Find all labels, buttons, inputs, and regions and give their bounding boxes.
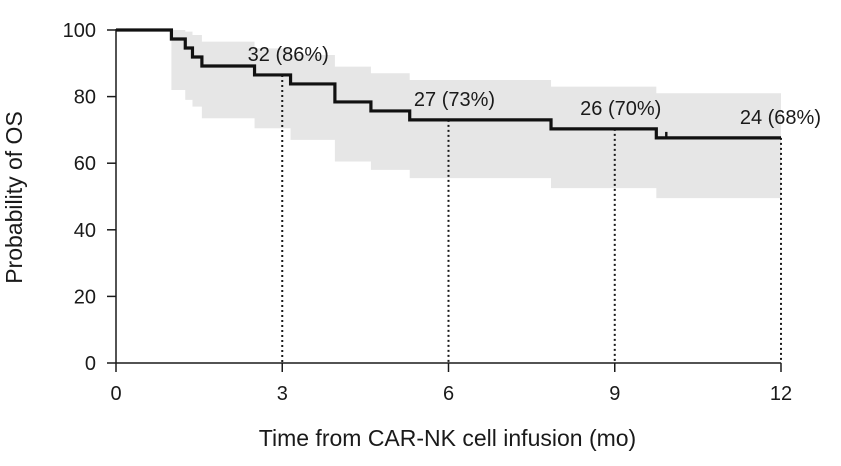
x-tick-label: 12 [770,383,792,405]
y-tick-label: 20 [74,286,96,308]
landmark-label: 32 (86%) [248,44,329,66]
landmark-label: 26 (70%) [580,98,661,120]
landmark-label-layer: 32 (86%) 27 (73%) 26 (70%) 24 (68%) [248,44,821,129]
survival-curve [116,28,781,140]
x-tick-label: 6 [443,383,454,405]
confidence-band-layer [116,30,781,199]
landmark-guide-layer [281,74,782,363]
survival-curve-layer [116,28,781,140]
tick-layer: 0 20 40 60 80 100 0 3 6 9 12 [63,20,793,405]
y-axis-title: Probability of OS [1,111,27,284]
y-tick-label: 0 [85,353,96,375]
y-tick-label: 40 [74,220,96,242]
landmark-label: 24 (68%) [740,107,821,129]
x-axis-title: Time from CAR-NK cell infusion (mo) [259,425,636,451]
x-tick-label: 3 [277,383,288,405]
y-tick-label: 60 [74,153,96,175]
landmark-label: 27 (73%) [414,89,495,111]
y-tick-label: 80 [74,87,96,109]
x-tick-label: 0 [110,383,121,405]
x-tick-label: 9 [609,383,620,405]
y-tick-label: 100 [63,20,96,42]
confidence-band [116,30,781,199]
